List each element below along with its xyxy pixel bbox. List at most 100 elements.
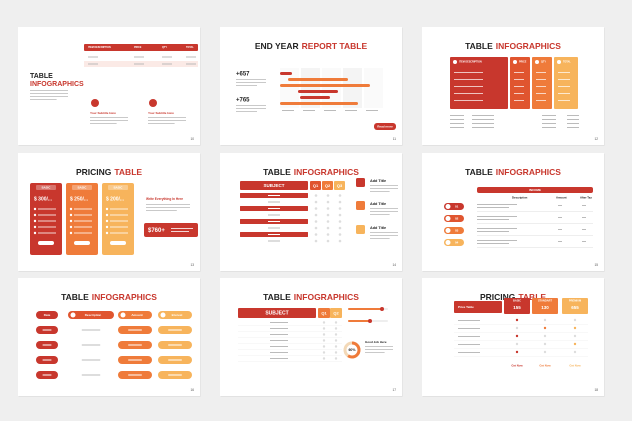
button bbox=[74, 241, 90, 245]
filler-text bbox=[365, 352, 385, 353]
filler-text bbox=[582, 205, 586, 206]
filler-text bbox=[268, 221, 280, 222]
filler-text bbox=[567, 115, 579, 116]
table-header-cell: PRICE bbox=[519, 61, 527, 64]
filler-text bbox=[454, 100, 483, 101]
icon bbox=[368, 319, 372, 323]
heading: Good Job Here bbox=[365, 340, 387, 344]
filler-text bbox=[454, 72, 483, 73]
icon bbox=[513, 60, 517, 64]
filler-text bbox=[268, 195, 280, 196]
filler-text bbox=[30, 99, 57, 100]
filler-text bbox=[270, 334, 288, 335]
table-header-cell: Q1 bbox=[321, 310, 327, 315]
table-header-cell: TOTAL bbox=[186, 46, 194, 49]
icon bbox=[105, 231, 109, 235]
filler-text bbox=[558, 241, 562, 242]
timeline-bar bbox=[280, 102, 358, 105]
filler-text bbox=[567, 119, 579, 120]
item-title: Add Title bbox=[370, 202, 386, 206]
filler-text bbox=[168, 359, 182, 361]
title-plain: PRICING bbox=[480, 292, 516, 302]
title-accent: INFOGRAPHICS bbox=[92, 292, 158, 302]
price: $ 200/... bbox=[106, 196, 125, 202]
icon bbox=[314, 200, 318, 204]
filler-text bbox=[110, 232, 128, 234]
title-plain: PRICING bbox=[76, 167, 112, 177]
icon bbox=[543, 326, 547, 330]
icon bbox=[326, 233, 330, 236]
filler-text bbox=[450, 119, 464, 120]
filler-text bbox=[38, 220, 56, 222]
filler-text bbox=[74, 232, 92, 234]
filler-text bbox=[477, 231, 509, 232]
icon bbox=[334, 333, 338, 336]
plan-name: BASIC bbox=[78, 185, 87, 189]
column-header: Description bbox=[512, 196, 528, 200]
filler-text bbox=[542, 115, 556, 116]
title-accent: TABLE bbox=[114, 167, 142, 177]
plan-name: PREMIUM bbox=[569, 299, 581, 303]
icon bbox=[445, 228, 451, 233]
price: 655 bbox=[571, 305, 579, 310]
table-column bbox=[510, 57, 530, 109]
filler-text bbox=[458, 336, 480, 337]
title-plain: TABLE bbox=[465, 41, 493, 51]
filler-text bbox=[148, 117, 186, 118]
filler-text bbox=[236, 79, 266, 80]
button-label: Get Now bbox=[569, 364, 581, 368]
donut-fill bbox=[343, 341, 361, 359]
step-number: 04 bbox=[455, 240, 459, 244]
filler-text bbox=[268, 214, 280, 216]
table-header-cell: QTY bbox=[541, 61, 546, 64]
table-header-cell: Q1 bbox=[313, 183, 319, 188]
table-column bbox=[532, 57, 552, 109]
filler-text bbox=[450, 127, 464, 128]
filler-text bbox=[168, 329, 182, 331]
page-number: 12 bbox=[594, 137, 598, 141]
filler-text bbox=[81, 359, 101, 361]
price: 130 bbox=[541, 305, 549, 310]
button-label: Get Now bbox=[511, 364, 523, 368]
filler-text bbox=[558, 229, 562, 230]
table-header bbox=[318, 308, 330, 318]
slider-fill bbox=[348, 308, 382, 310]
filler-text bbox=[450, 115, 464, 116]
filler-text bbox=[458, 352, 480, 353]
icon bbox=[445, 240, 451, 245]
icon bbox=[334, 357, 338, 360]
filler-text bbox=[110, 208, 128, 210]
step-number: 03 bbox=[455, 228, 459, 232]
icon bbox=[69, 219, 73, 223]
filler-text bbox=[110, 220, 128, 222]
filler-text bbox=[134, 56, 144, 58]
icon bbox=[515, 318, 519, 322]
filler-text bbox=[458, 328, 480, 329]
column-band bbox=[343, 68, 362, 108]
filler-text bbox=[472, 119, 494, 120]
filler-text bbox=[514, 86, 524, 87]
filler-text bbox=[567, 123, 579, 124]
filler-text bbox=[458, 320, 480, 321]
filler-text bbox=[74, 226, 92, 228]
title-accent: INFOGRAPHICS bbox=[294, 167, 360, 177]
filler-text bbox=[171, 231, 189, 232]
icon bbox=[326, 207, 330, 210]
icon bbox=[326, 194, 330, 197]
subtitle: Your Subtitle Here bbox=[90, 111, 116, 115]
icon bbox=[453, 60, 457, 64]
title-accent: TABLE bbox=[518, 292, 546, 302]
icon bbox=[322, 327, 326, 330]
slide-title-accent: INFOGRAPHICS bbox=[30, 81, 84, 88]
filler-text bbox=[454, 79, 483, 80]
title-accent: INFOGRAPHICS bbox=[496, 41, 562, 51]
slide-title: TABLE INFOGRAPHICS bbox=[465, 167, 561, 177]
plan-name: BASIC bbox=[42, 185, 51, 189]
filler-text bbox=[370, 235, 398, 236]
title-plain: TABLE bbox=[61, 292, 89, 302]
filler-text bbox=[270, 358, 288, 359]
price-tag bbox=[36, 185, 56, 190]
title-plain: END YEAR bbox=[255, 41, 299, 51]
filler-text bbox=[42, 329, 52, 331]
item-title: Add Title bbox=[370, 226, 386, 230]
